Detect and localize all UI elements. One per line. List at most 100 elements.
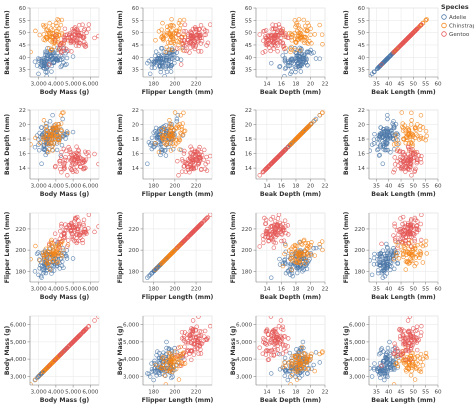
data-point-adelie bbox=[381, 59, 387, 65]
data-point-gentoo bbox=[398, 336, 403, 342]
data-point-chinstrap bbox=[395, 243, 401, 248]
data-point-gentoo bbox=[82, 42, 87, 48]
data-point-gentoo bbox=[184, 41, 190, 46]
data-point-adelie bbox=[380, 275, 385, 280]
data-point-gentoo bbox=[52, 33, 58, 38]
data-point-adelie bbox=[54, 57, 60, 63]
y-tick-label: 35 bbox=[132, 68, 140, 74]
data-point-adelie bbox=[378, 347, 384, 353]
data-point-gentoo bbox=[65, 173, 70, 178]
data-point-chinstrap bbox=[169, 251, 174, 256]
data-point-chinstrap bbox=[303, 255, 308, 260]
data-point-gentoo bbox=[72, 32, 78, 38]
data-point-gentoo bbox=[182, 357, 187, 362]
data-point-adelie bbox=[145, 161, 150, 166]
data-point-adelie bbox=[64, 256, 70, 261]
data-point-adelie bbox=[161, 49, 167, 54]
data-point-gentoo bbox=[65, 244, 70, 249]
data-point-gentoo bbox=[59, 41, 64, 46]
data-point-chinstrap bbox=[413, 360, 418, 365]
data-point-gentoo bbox=[392, 341, 397, 346]
y-tick-label: 22 bbox=[19, 108, 26, 114]
data-point-adelie bbox=[32, 144, 38, 150]
data-point-gentoo bbox=[196, 333, 201, 339]
y-axis-title: Beak Length (mm) bbox=[230, 10, 237, 75]
data-point-chinstrap bbox=[56, 124, 62, 130]
data-point-gentoo bbox=[178, 363, 184, 368]
data-point-chinstrap bbox=[170, 250, 175, 255]
y-axis-title: Body Mass (g) bbox=[343, 326, 350, 376]
data-point-gentoo bbox=[400, 232, 406, 238]
y-tick-label: 40 bbox=[358, 55, 366, 61]
data-point-adelie bbox=[58, 153, 64, 158]
y-axis-title: Body Mass (g) bbox=[4, 326, 11, 376]
points-group bbox=[256, 213, 325, 280]
data-point-adelie bbox=[282, 66, 288, 71]
data-point-adelie bbox=[32, 377, 38, 383]
y-tick-label: 14 bbox=[358, 166, 366, 172]
x-tick-label: 60 bbox=[434, 184, 442, 190]
data-point-adelie bbox=[294, 270, 300, 276]
data-point-adelie bbox=[378, 350, 383, 356]
data-point-gentoo bbox=[181, 336, 187, 341]
data-point-gentoo bbox=[190, 26, 196, 32]
data-point-gentoo bbox=[408, 33, 413, 38]
data-point-gentoo bbox=[268, 217, 274, 222]
data-point-gentoo bbox=[265, 357, 271, 363]
data-point-adelie bbox=[285, 377, 291, 383]
data-point-gentoo bbox=[77, 22, 82, 28]
data-point-adelie bbox=[159, 63, 165, 68]
data-point-gentoo bbox=[203, 217, 208, 222]
x-axis-title: Flipper Length (mm) bbox=[142, 191, 214, 198]
data-point-chinstrap bbox=[48, 256, 53, 262]
y-tick-label: 14 bbox=[132, 166, 140, 172]
data-point-adelie bbox=[375, 147, 380, 153]
data-point-gentoo bbox=[397, 238, 403, 243]
data-point-gentoo bbox=[408, 147, 414, 153]
data-point-adelie bbox=[60, 116, 65, 122]
data-point-gentoo bbox=[408, 222, 414, 228]
data-point-adelie bbox=[380, 371, 385, 376]
data-point-gentoo bbox=[279, 232, 285, 237]
data-point-chinstrap bbox=[418, 369, 424, 375]
points-group bbox=[30, 17, 99, 77]
panel-flipper-vs-length: 35 40 45 50 55 60 180 200 220 Beak Length (mm) Fli… bbox=[343, 211, 442, 301]
data-point-gentoo bbox=[396, 163, 401, 168]
data-point-adelie bbox=[149, 270, 155, 276]
data-point-adelie bbox=[391, 119, 396, 124]
data-point-chinstrap bbox=[170, 22, 175, 28]
data-point-gentoo bbox=[263, 352, 269, 357]
data-point-adelie bbox=[293, 64, 299, 69]
data-point-adelie bbox=[174, 350, 180, 355]
data-point-gentoo bbox=[208, 213, 212, 217]
data-point-gentoo bbox=[52, 231, 58, 236]
data-point-gentoo bbox=[47, 62, 52, 67]
data-point-gentoo bbox=[74, 144, 79, 149]
data-point-gentoo bbox=[70, 27, 75, 32]
data-point-chinstrap bbox=[40, 369, 46, 375]
data-point-adelie bbox=[285, 369, 291, 374]
data-point-gentoo bbox=[405, 329, 411, 334]
points-group bbox=[30, 213, 99, 280]
data-point-chinstrap bbox=[37, 140, 42, 146]
data-point-gentoo bbox=[268, 161, 274, 167]
x-tick-label: 6,000 bbox=[82, 184, 98, 190]
data-point-gentoo bbox=[194, 149, 199, 155]
data-point-gentoo bbox=[401, 333, 406, 339]
data-point-adelie bbox=[41, 144, 46, 150]
data-point-gentoo bbox=[408, 32, 414, 38]
data-point-adelie bbox=[59, 263, 65, 268]
data-point-gentoo bbox=[176, 173, 181, 178]
data-point-chinstrap bbox=[409, 350, 414, 355]
data-point-chinstrap bbox=[165, 127, 170, 132]
y-tick-label: 20 bbox=[132, 123, 140, 129]
data-point-gentoo bbox=[201, 157, 206, 163]
y-tick-label: 180 bbox=[241, 269, 252, 275]
data-point-chinstrap bbox=[54, 356, 59, 361]
data-point-adelie bbox=[39, 61, 44, 66]
data-point-gentoo bbox=[67, 32, 72, 38]
x-axis-title: Beak Depth (mm) bbox=[260, 397, 321, 404]
data-point-adelie bbox=[384, 129, 390, 135]
data-point-gentoo bbox=[57, 158, 62, 164]
data-point-adelie bbox=[283, 270, 289, 276]
